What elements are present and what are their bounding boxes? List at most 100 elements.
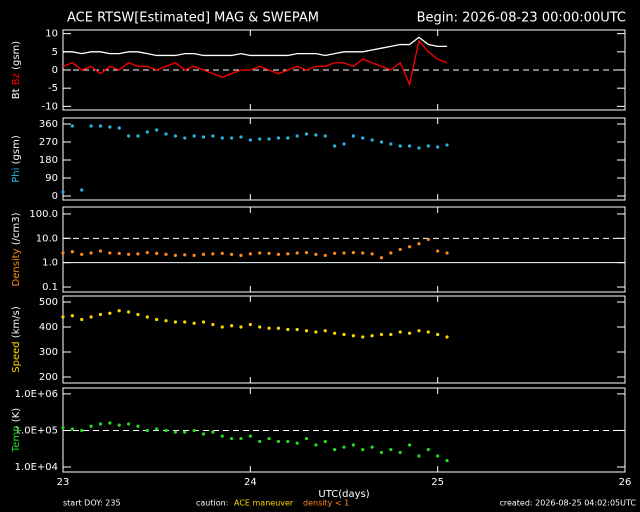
data-point xyxy=(370,138,374,142)
y-label-unit: (gsm) xyxy=(11,135,22,164)
y-tick-label: 100.0 xyxy=(29,209,58,220)
data-point xyxy=(351,334,355,338)
data-point xyxy=(220,136,224,140)
data-point xyxy=(370,334,374,338)
data-point xyxy=(98,422,103,426)
data-point xyxy=(333,251,337,256)
data-point xyxy=(304,132,309,136)
data-point xyxy=(276,252,281,256)
data-point xyxy=(98,312,103,317)
y-tick-label: 500 xyxy=(39,297,58,308)
data-point xyxy=(89,124,93,128)
data-point xyxy=(230,436,234,441)
data-point xyxy=(426,330,430,334)
y-axis-label: Bt Bz (gsm) xyxy=(11,41,22,99)
data-point xyxy=(267,326,271,330)
data-point xyxy=(276,136,281,140)
panel-frame xyxy=(62,206,626,293)
data-point xyxy=(173,430,177,434)
data-point xyxy=(183,136,187,140)
data-point xyxy=(351,250,355,255)
data-point xyxy=(286,252,290,256)
data-point xyxy=(61,315,65,319)
data-point xyxy=(61,425,65,430)
start-doy: start DOY: 235 xyxy=(63,499,121,508)
y-tick-label: 180 xyxy=(39,155,58,166)
data-point xyxy=(192,253,196,257)
data-point xyxy=(342,332,346,337)
y-tick-label: 1.0E+06 xyxy=(15,389,58,400)
y-tick-label: 1.0E+04 xyxy=(15,462,58,473)
data-point xyxy=(398,450,402,455)
x-axis-label: UTC(days) xyxy=(318,489,369,500)
data-point xyxy=(117,126,121,130)
data-point xyxy=(155,317,159,322)
data-point xyxy=(370,445,374,449)
data-point xyxy=(379,140,384,144)
data-point xyxy=(70,250,74,254)
data-point xyxy=(145,250,149,255)
y-tick-label: 0 xyxy=(52,65,58,76)
data-point xyxy=(164,319,168,323)
data-point xyxy=(155,427,159,431)
data-point xyxy=(436,249,440,253)
density-note: density < 1 xyxy=(303,499,349,508)
data-point xyxy=(417,242,421,246)
data-point xyxy=(407,443,412,447)
data-point xyxy=(295,134,299,138)
data-point xyxy=(117,423,121,427)
data-point xyxy=(239,325,243,329)
data-point xyxy=(145,428,149,433)
data-point xyxy=(80,188,84,192)
y-tick-label: 400 xyxy=(39,322,58,333)
data-point xyxy=(333,331,337,335)
data-point xyxy=(361,136,365,140)
data-point xyxy=(98,124,103,128)
maneuver-note: ACE maneuver xyxy=(234,499,294,508)
y-tick-label: 1.0 xyxy=(42,258,58,269)
data-point xyxy=(89,251,93,255)
data-point xyxy=(136,134,140,138)
y-label-series: Bt xyxy=(11,88,22,99)
data-point xyxy=(211,430,215,434)
data-point xyxy=(108,421,112,425)
data-point xyxy=(314,252,318,256)
data-point xyxy=(183,253,187,257)
data-point xyxy=(80,317,84,322)
data-point xyxy=(136,424,140,428)
data-point xyxy=(417,454,421,458)
y-label-series: Phi xyxy=(11,168,22,183)
data-point xyxy=(98,249,103,253)
y-tick-label: -5 xyxy=(48,83,58,94)
y-tick-label: -10 xyxy=(42,101,58,112)
data-point xyxy=(333,144,337,148)
y-tick-label: 10.0 xyxy=(36,233,58,244)
data-point xyxy=(145,130,149,134)
data-point xyxy=(407,144,412,148)
x-tick-label: 24 xyxy=(244,477,257,488)
y-label-unit: (K) xyxy=(11,408,22,422)
data-point xyxy=(407,245,412,249)
data-point xyxy=(248,138,252,142)
data-point xyxy=(389,251,393,255)
data-point xyxy=(417,329,421,333)
data-point xyxy=(304,250,309,255)
data-point xyxy=(183,430,187,434)
data-point xyxy=(304,329,309,333)
data-point xyxy=(370,252,374,256)
data-point xyxy=(417,146,421,150)
data-point xyxy=(201,432,206,436)
data-point xyxy=(230,324,234,328)
data-point xyxy=(126,134,131,138)
data-point xyxy=(295,327,299,332)
data-point xyxy=(192,321,196,325)
data-point xyxy=(230,252,234,256)
y-tick-label: 5 xyxy=(52,47,58,58)
data-point xyxy=(220,434,224,438)
series-line xyxy=(63,36,448,57)
data-point xyxy=(342,251,346,255)
data-point xyxy=(164,132,168,136)
data-point xyxy=(323,134,327,138)
data-point xyxy=(211,322,215,327)
